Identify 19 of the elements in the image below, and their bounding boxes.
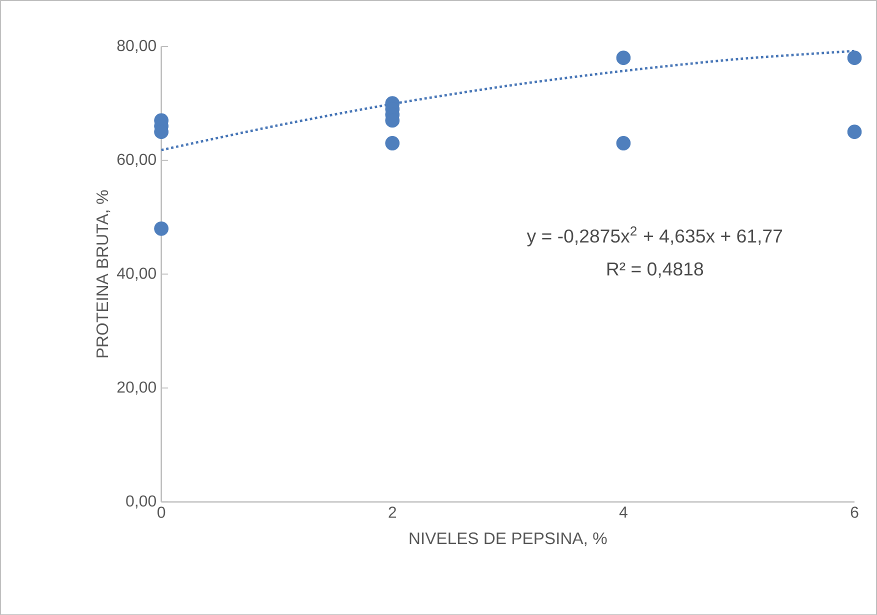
point [847,124,862,139]
y-tick-label: 0,00 [126,495,156,508]
point [847,50,862,65]
y-tick-label: 40,00 [117,267,156,281]
y-axis-title: PROTEINA BRUTA, % [96,190,110,358]
point [385,136,400,150]
x-tick-label: 0 [158,506,166,518]
y-tick-label: 20,00 [117,381,156,395]
annotation: R² = 0,4818 [607,262,704,278]
x-tick-label: 2 [388,506,396,518]
y-tick-label: 60,00 [117,154,156,167]
y-tick-label: 80,00 [117,40,156,53]
x-tick-label: 6 [850,506,858,518]
point [616,50,631,65]
x-axis-title: NIVELES DE PEPSINA, % [410,532,607,546]
point [154,221,169,236]
point [616,136,631,150]
annotation: y = -0,2875x$^{2}$ + 4,635x + 61,77 [526,226,782,246]
x-tick-label: 4 [619,506,628,518]
